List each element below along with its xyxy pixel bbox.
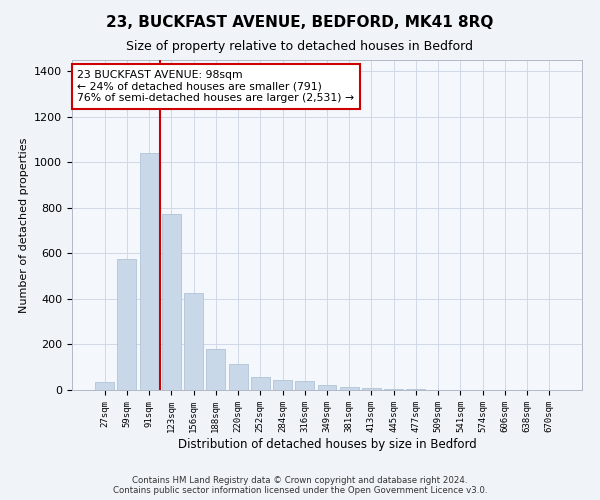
Text: 23 BUCKFAST AVENUE: 98sqm
← 24% of detached houses are smaller (791)
76% of semi: 23 BUCKFAST AVENUE: 98sqm ← 24% of detac… (77, 70, 354, 103)
Text: 23, BUCKFAST AVENUE, BEDFORD, MK41 8RQ: 23, BUCKFAST AVENUE, BEDFORD, MK41 8RQ (106, 15, 494, 30)
Bar (295, 382, 314, 390)
Bar (162, 214, 181, 390)
Bar (229, 364, 248, 390)
Text: Contains HM Land Registry data © Crown copyright and database right 2024.
Contai: Contains HM Land Registry data © Crown c… (113, 476, 487, 495)
Bar (384, 389, 403, 390)
Y-axis label: Number of detached properties: Number of detached properties (19, 138, 29, 312)
X-axis label: Distribution of detached houses by size in Bedford: Distribution of detached houses by size … (178, 438, 476, 450)
Bar (206, 349, 225, 390)
Bar (95, 382, 114, 390)
Bar (184, 294, 203, 390)
Bar (340, 388, 359, 390)
Bar (118, 259, 136, 390)
Bar (251, 377, 270, 390)
Bar (140, 154, 158, 390)
Text: Size of property relative to detached houses in Bedford: Size of property relative to detached ho… (127, 40, 473, 53)
Bar (317, 385, 337, 390)
Bar (362, 388, 381, 390)
Bar (273, 380, 292, 390)
